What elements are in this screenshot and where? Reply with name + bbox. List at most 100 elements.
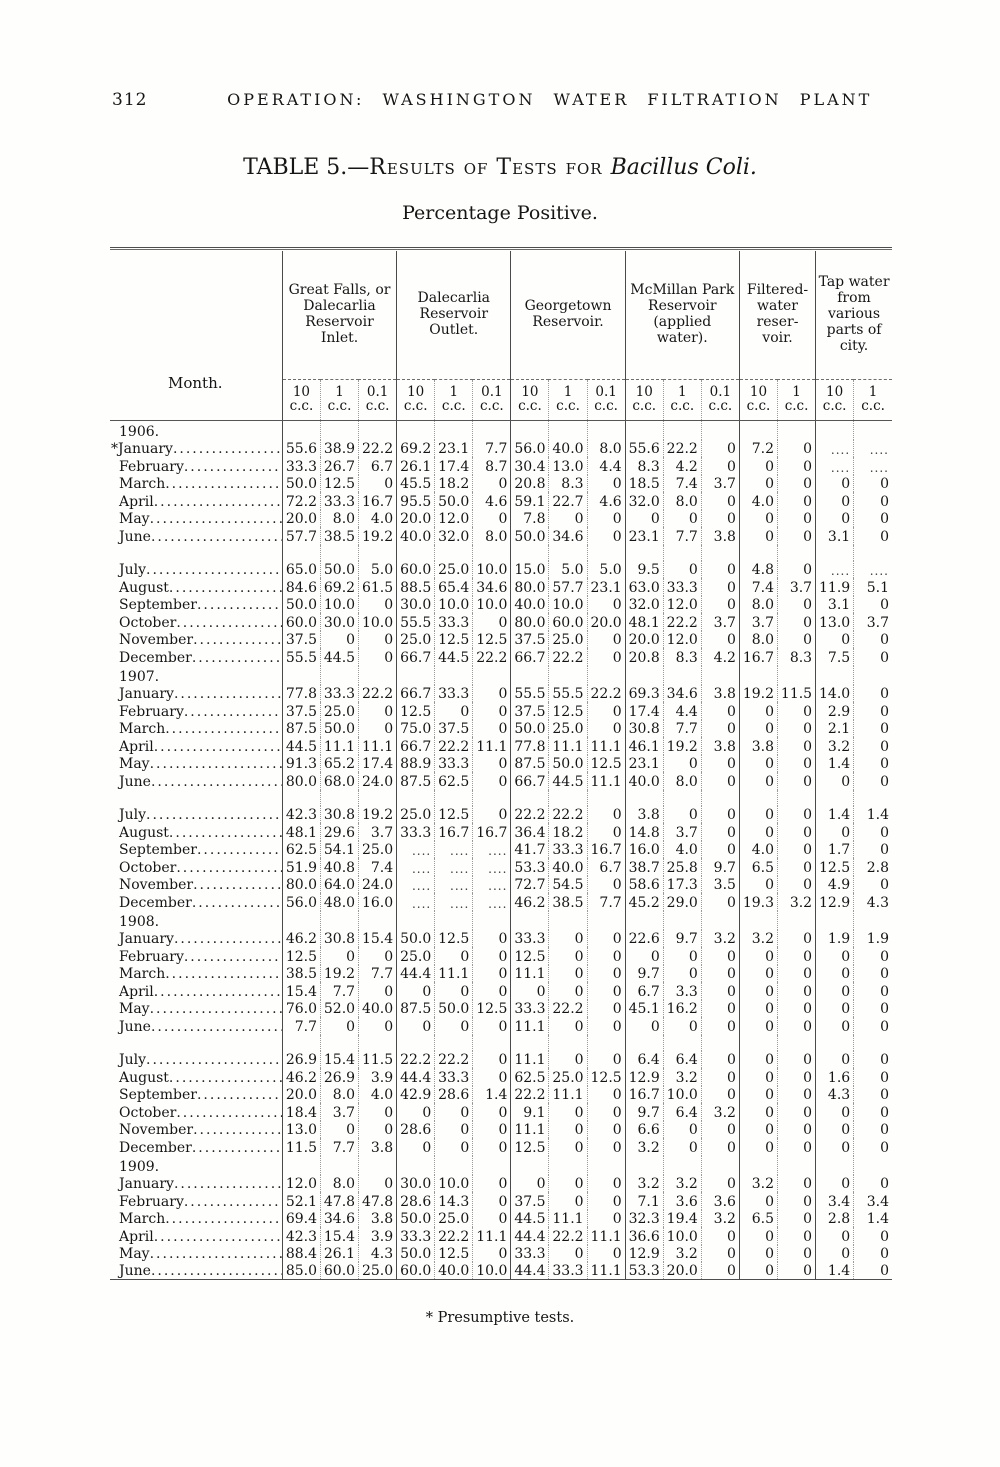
value-cell: 29.6 (319, 823, 359, 841)
value-cell: 0 (853, 1120, 892, 1139)
subcolumn-header: 1 c.c. (548, 379, 588, 422)
value-cell: 19.2 (319, 964, 359, 983)
value-cell: 22.2 (548, 648, 588, 666)
value-cell: 22.2 (510, 805, 549, 824)
value-cell: 23.1 (624, 527, 664, 545)
value-cell: 6.4 (662, 1103, 702, 1121)
empty-cell (548, 789, 588, 806)
value-cell: 22.2 (586, 684, 626, 703)
subcolumn-header: 1 c.c. (853, 379, 892, 422)
leader-dots: ................................ (196, 1087, 282, 1104)
empty-cell (853, 789, 892, 806)
value-cell: 12.5 (510, 1138, 549, 1156)
value-cell: 0 (319, 947, 359, 965)
value-cell: 11.5 (777, 684, 816, 703)
month-wrap: March................................ (110, 1211, 282, 1227)
table-row: July................................42.3… (110, 805, 892, 824)
value-cell: 3.8 (358, 1138, 397, 1156)
value-cell: 0 (472, 1068, 511, 1086)
value-cell: 0 (853, 702, 892, 720)
year-row: 1908. (110, 910, 892, 930)
value-cell: 0 (700, 595, 740, 614)
table-row: December................................… (110, 893, 892, 911)
empty-cell (358, 1155, 397, 1175)
subcolumn-unit: c.c. (861, 398, 885, 415)
value-cell: 0 (434, 1138, 473, 1156)
value-cell: 48.1 (624, 613, 664, 631)
value-cell: 66.7 (510, 648, 549, 666)
month-cell: December................................ (110, 893, 282, 911)
value-cell: 44.5 (434, 648, 473, 666)
value-cell: 15.0 (510, 560, 549, 579)
value-cell: 80.0 (510, 578, 549, 596)
value-cell: 0 (700, 1244, 740, 1263)
empty-cell (586, 910, 626, 930)
value-cell: 40.0 (434, 1262, 473, 1280)
value-cell: 0 (700, 439, 740, 458)
month-wrap: August................................ (110, 580, 282, 596)
month-label: April (119, 983, 154, 1000)
value-cell: 4.6 (586, 492, 626, 510)
value-cell: 10.0 (472, 595, 511, 614)
value-cell: 0 (548, 964, 588, 983)
table-row: May................................20.08… (110, 509, 892, 528)
value-cell: 0 (853, 999, 892, 1018)
value-cell: 0 (662, 1017, 702, 1035)
subcolumn-header: 1 c.c. (662, 379, 702, 422)
month-label: August (119, 579, 169, 596)
leader-dots: ................................ (149, 1001, 282, 1018)
value-cell: 0 (777, 509, 816, 528)
value-cell: 38.5 (319, 527, 359, 545)
value-cell: 7.7 (319, 982, 359, 1000)
value-cell: 11.1 (548, 1085, 588, 1104)
running-header-text: OPERATION: WASHINGTON WATER FILTRATION P… (227, 90, 873, 109)
value-cell: 3.2 (624, 1174, 664, 1193)
empty-cell (662, 420, 702, 440)
value-cell: 0 (472, 982, 511, 1000)
month-wrap: May................................ (110, 756, 282, 772)
empty-cell (815, 1155, 854, 1175)
value-cell: 44.5 (319, 648, 359, 666)
month-cell: October................................ (110, 613, 282, 631)
month-cell: March................................ (110, 965, 282, 982)
value-cell: .... (434, 858, 473, 876)
value-cell: 66.7 (510, 772, 549, 790)
value-cell: 77.8 (281, 684, 321, 703)
value-cell: 2.9 (815, 702, 854, 720)
month-cell: August................................ (110, 1068, 282, 1086)
spacer-row (110, 789, 892, 806)
month-cell: January................................ (110, 1175, 282, 1192)
value-cell: 33.3 (319, 684, 359, 703)
month-wrap: January................................ (110, 931, 282, 947)
month-wrap: December................................ (110, 650, 282, 666)
month-label: May (119, 511, 150, 528)
value-cell: 14.0 (815, 684, 854, 703)
subcolumn-amount: 0.1 (595, 383, 617, 400)
value-cell: 0 (777, 1138, 816, 1156)
value-cell: 9.7 (700, 858, 740, 876)
value-cell: 0 (472, 964, 511, 983)
value-cell: 33.3 (319, 492, 359, 510)
value-cell: 0 (319, 1120, 359, 1139)
leader-dots: ................................ (172, 441, 282, 458)
empty-cell (510, 1034, 549, 1051)
value-cell: 45.5 (396, 474, 435, 493)
empty-cell (662, 1034, 702, 1051)
empty-cell (853, 420, 892, 440)
subcolumn-header: 1 c.c. (319, 379, 359, 422)
value-cell: 56.0 (510, 439, 549, 458)
value-cell: 37.5 (510, 702, 549, 720)
value-cell: 16.7 (434, 823, 473, 841)
leader-dots: ................................ (196, 842, 282, 859)
value-cell: 7.4 (738, 578, 778, 596)
subcolumn-amount: 10 (407, 383, 425, 400)
value-cell: 0 (777, 1050, 816, 1069)
value-cell: 0 (510, 1174, 549, 1193)
value-cell: 87.5 (510, 754, 549, 773)
empty-cell (853, 544, 892, 561)
value-cell: 0 (586, 1244, 626, 1263)
value-cell: .... (853, 457, 892, 475)
month-wrap: June................................ (110, 529, 282, 545)
value-cell: .... (815, 439, 854, 458)
value-cell: 0 (738, 702, 778, 720)
